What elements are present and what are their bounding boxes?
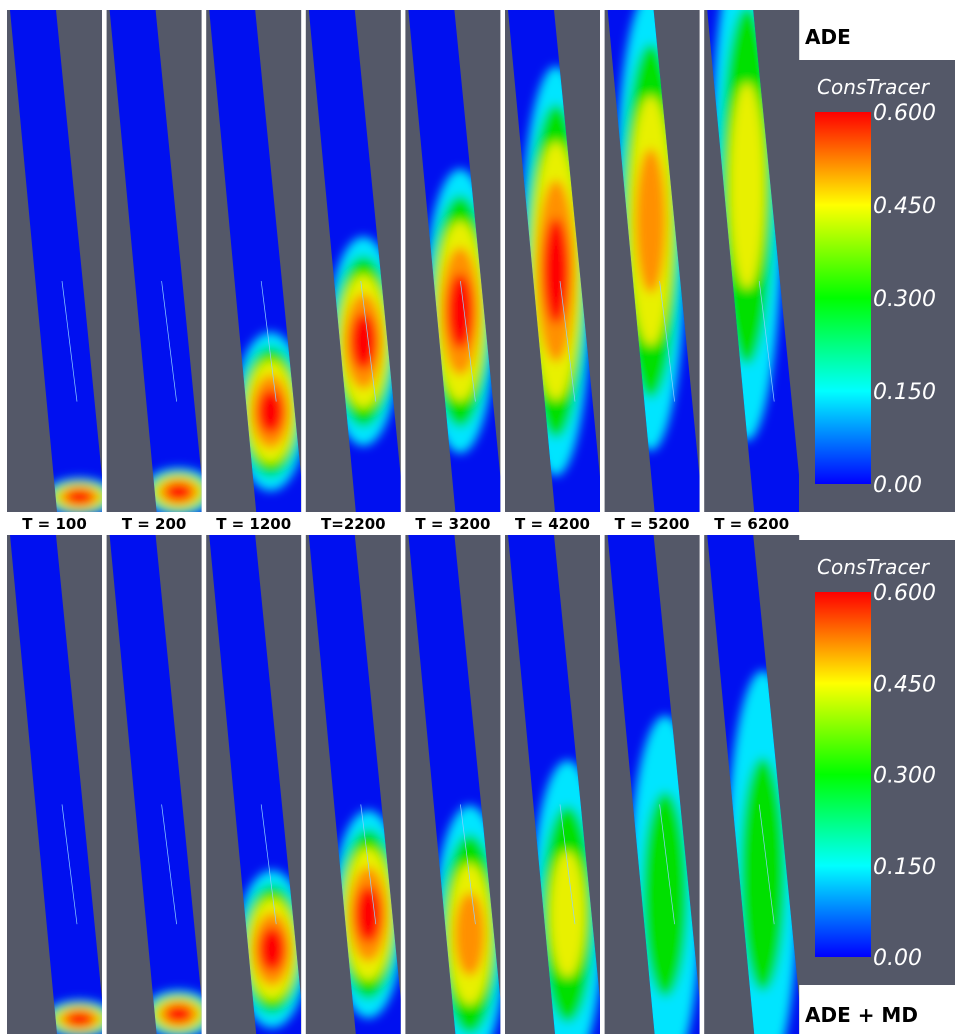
plume-layer <box>636 149 666 294</box>
colorbar-tick: 0.300 <box>873 764 936 789</box>
figure: ADE ADE + MD T = 100 T = 200 T = 1200 T=220… <box>0 0 955 1034</box>
plume-layer <box>729 83 765 289</box>
sim-panel <box>405 10 500 512</box>
sim-panel <box>107 535 215 1034</box>
colorbar-tick: 0.00 <box>873 473 922 498</box>
colorbar-tick: 0.450 <box>873 672 936 697</box>
sim-panel <box>206 535 308 1034</box>
plume-layer <box>455 892 485 975</box>
colorbar-tick: 0.600 <box>873 101 936 126</box>
plume-layer <box>447 273 474 349</box>
time-label: T = 1200 <box>216 515 291 533</box>
plume-layer <box>66 489 93 504</box>
colorbar-title: ConsTracer <box>817 555 931 579</box>
time-label: T = 200 <box>122 515 187 533</box>
sim-panel <box>704 0 799 512</box>
sim-panel <box>7 535 116 1034</box>
time-label: T = 5200 <box>615 515 690 533</box>
time-label: T = 6200 <box>714 515 789 533</box>
colorbar-tick: 0.00 <box>873 946 922 971</box>
plume-layer <box>543 218 570 325</box>
plume-layer <box>642 792 688 997</box>
sim-panel <box>505 535 603 1034</box>
sim-panel <box>107 10 215 516</box>
top-label: ADE <box>805 25 851 49</box>
colorbar-ramp <box>815 592 871 957</box>
sim-panel <box>704 535 799 1034</box>
colorbar-tick: 0.300 <box>873 287 936 312</box>
sim-panel <box>605 535 702 1034</box>
sim-panel <box>605 0 700 512</box>
plume-layer <box>355 886 382 943</box>
colorbar-tick: 0.150 <box>873 380 936 405</box>
time-label: T = 3200 <box>415 515 490 533</box>
plume-layer <box>350 313 377 370</box>
plume-layer <box>550 851 586 977</box>
colorbar-tick: 0.450 <box>873 194 936 219</box>
sim-panel <box>306 10 401 512</box>
colorbar-ramp <box>815 112 871 484</box>
time-label: T = 100 <box>22 515 87 533</box>
plume-layer <box>165 1005 192 1023</box>
time-label: T=2200 <box>321 515 386 533</box>
sim-panel <box>7 10 116 516</box>
sim-panel <box>306 535 404 1034</box>
bottom-label: ADE + MD <box>805 1003 918 1027</box>
plume-layer <box>165 483 192 501</box>
sim-panel <box>206 10 306 512</box>
plume-layer <box>257 389 284 434</box>
plume-layer <box>259 927 286 972</box>
colorbar-tick: 0.150 <box>873 855 936 880</box>
colorbar-title: ConsTracer <box>817 75 931 99</box>
plume-layer <box>66 1011 93 1026</box>
time-label: T = 4200 <box>515 515 590 533</box>
colorbar-tick: 0.600 <box>873 581 936 606</box>
sim-panel <box>505 10 600 512</box>
sim-panel <box>405 535 505 1034</box>
